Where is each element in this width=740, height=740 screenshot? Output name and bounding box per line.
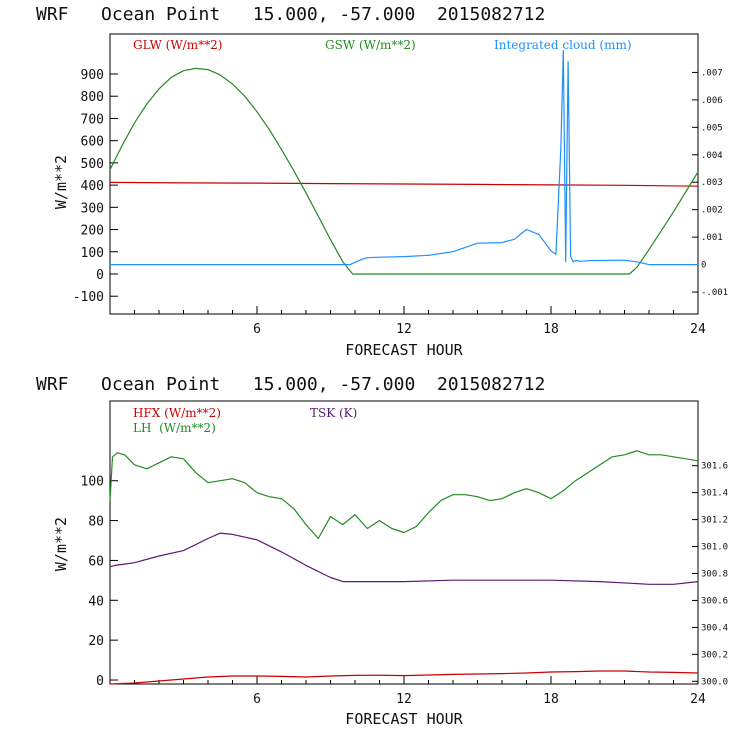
chart1-y-axis-label: W/m**2 [52, 155, 70, 209]
chart2-x-tick-label: 12 [396, 692, 412, 707]
chart2-y-tick-label: 100 [81, 475, 104, 490]
chart1-y-tick-label: 900 [81, 68, 104, 83]
chart1-y2-tick-label: .002 [701, 206, 723, 216]
chart2-legend-hfx: HFX (W/m**2) [133, 406, 221, 420]
chart1-y-tick-label: -100 [73, 290, 104, 305]
chart2-x-tick-label: 6 [253, 692, 261, 707]
chart1-x-tick-label: 12 [396, 322, 412, 337]
chart1-y2-tick-label: -.001 [701, 288, 728, 298]
chart2-y2-tick-label: 300.6 [701, 596, 728, 606]
chart1-series-integrated-line [110, 49, 698, 266]
chart1-title: WRF Ocean Point 15.000, -57.000 20150827… [36, 4, 545, 25]
chart1-y2-tick-label: .004 [701, 151, 723, 161]
chart1-series-group [109, 49, 699, 275]
chart2-series-lh-line [109, 450, 699, 540]
chart2-plot-frame [109, 400, 699, 685]
chart2-y2-tick-label: 300.0 [701, 677, 728, 687]
chart1-y2-tick-label: .005 [701, 123, 723, 133]
chart2-series-tsk-line [109, 532, 699, 585]
chart2-x-tick-label: 18 [543, 692, 559, 707]
chart1-y-tick-label: 400 [81, 179, 104, 194]
chart2-y-tick-label: 20 [88, 634, 104, 649]
chart1-y-tick-label: 200 [81, 224, 104, 239]
chart1-legend-gsw: GSW (W/m**2) [325, 38, 416, 52]
chart1-y-tick-label: 300 [81, 201, 104, 216]
chart1-y2-tick-label: .007 [701, 68, 723, 78]
chart2-title: WRF Ocean Point 15.000, -57.000 20150827… [36, 374, 545, 395]
chart2-y2-tick-label: 301.6 [701, 462, 728, 472]
chart1-y2-tick-label: .001 [701, 233, 723, 243]
chart1-y-tick-label: 500 [81, 157, 104, 172]
chart2-ticks: 6 12 18 24 0 20 40 60 80 100 300.0 300.2 300.4 300.6 3… [81, 462, 729, 707]
chart2-y2-tick-label: 301.2 [701, 516, 728, 526]
chart2-y2-tick-label: 300.4 [701, 623, 728, 633]
chart2-y-tick-label: 80 [88, 515, 104, 530]
chart1-y-tick-label: 0 [96, 268, 104, 283]
chart2-x-axis-label: FORECAST HOUR [345, 710, 463, 728]
chart1-x-axis-label: FORECAST HOUR [345, 341, 463, 359]
chart1-y-tick-label: 700 [81, 112, 104, 127]
chart2-x-tick-label: 24 [690, 692, 706, 707]
chart1-y-tick-label: 100 [81, 246, 104, 261]
chart2-y2-tick-label: 300.2 [701, 650, 728, 660]
chart1-ticks: 6 12 18 24 -100 0 100 200 300 400 500 600 700 800 900 -… [73, 68, 728, 337]
chart2-y2-tick-label: 301.4 [701, 489, 728, 499]
chart1-x-tick-label: 24 [690, 322, 706, 337]
chart1-y2-tick-label: .006 [701, 96, 723, 106]
chart2-y-axis-label: W/m**2 [52, 517, 70, 571]
chart2-y2-tick-label: 300.8 [701, 569, 728, 579]
chart1-y2-tick-label: .003 [701, 178, 723, 188]
chart2-y-tick-label: 60 [88, 554, 104, 569]
chart2-y-tick-label: 40 [88, 594, 104, 609]
chart1-legend-cloud: Integrated cloud (mm) [494, 38, 632, 52]
chart1-x-tick-label: 6 [253, 322, 261, 337]
chart1-x-tick-label: 18 [543, 322, 559, 337]
chart2-series-hfx-line [109, 670, 699, 685]
chart2-y-tick-label: 0 [96, 674, 104, 689]
chart1-series-gsw-line [109, 67, 699, 275]
chart1-y2-tick-label: 0 [701, 261, 706, 271]
chart1-series-glw-line [109, 181, 699, 187]
chart1-legend-glw: GLW (W/m**2) [133, 38, 222, 52]
chart2-legend-tsk: TSK (K) [310, 406, 357, 420]
chart2-y2-tick-label: 301.0 [701, 543, 728, 553]
chart1-y-tick-label: 600 [81, 135, 104, 150]
chart1-plot-frame [109, 33, 699, 315]
chart1-y-tick-label: 800 [81, 90, 104, 105]
chart2-series-group [109, 450, 699, 685]
chart2-legend-lh: LH (W/m**2) [133, 421, 216, 435]
